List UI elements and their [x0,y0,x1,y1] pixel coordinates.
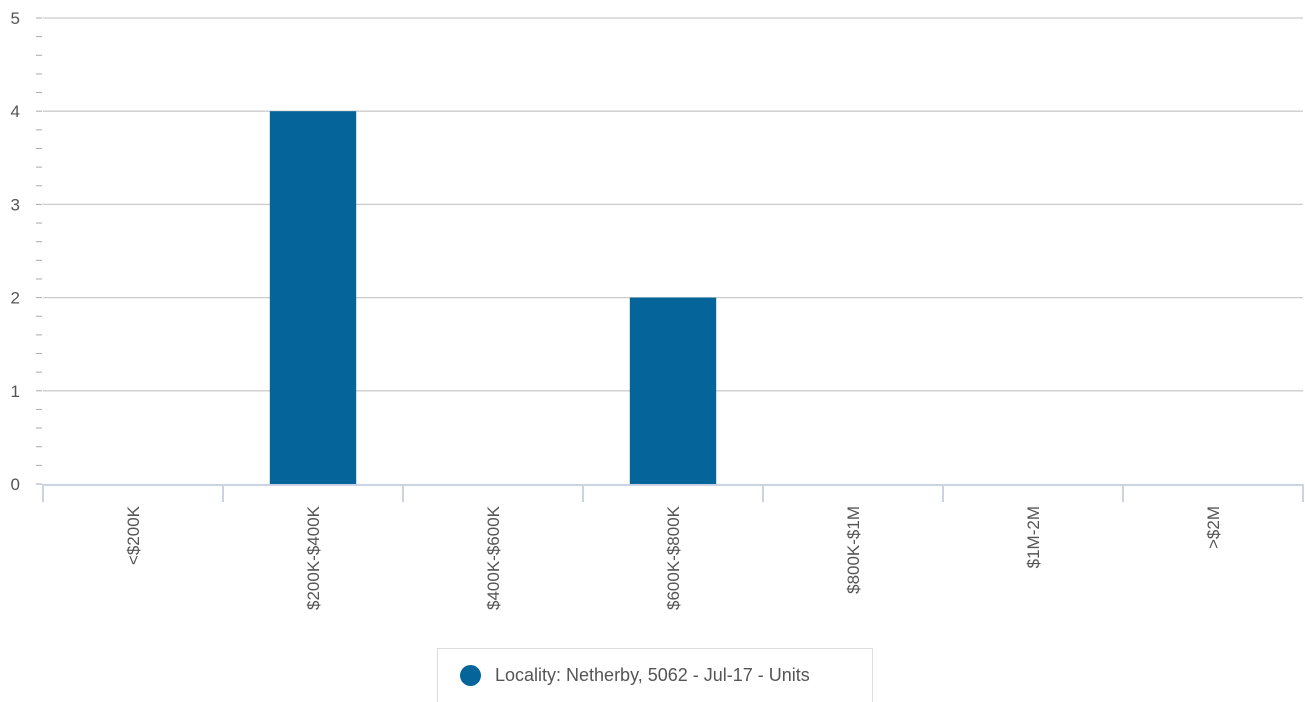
y-tick-label: 5 [11,9,20,28]
x-category-label: $1M-2M [1024,506,1043,568]
bar [629,297,717,484]
y-tick-label: 2 [11,289,20,308]
x-category-label: $400K-$600K [484,505,503,610]
y-tick-label: 0 [11,475,20,494]
legend-swatch [460,665,481,686]
y-axis-tick-labels: 0 1 2 3 4 5 [11,9,20,494]
y-tick-label: 3 [11,195,20,214]
y-tick-label: 1 [11,382,20,401]
legend[interactable]: Locality: Netherby, 5062 - Jul-17 - Unit… [437,648,873,702]
x-category-label: $600K-$800K [664,505,683,610]
x-category-label: >$2M [1204,506,1223,549]
y-axis-minor-ticks [36,17,42,485]
legend-series-label: Locality: Netherby, 5062 - Jul-17 - Unit… [495,665,810,685]
x-category-label: <$200K [124,505,143,565]
x-category-label: $800K-$1M [844,506,863,594]
gridlines [43,17,1303,392]
x-axis [42,484,1304,502]
bar-chart: 0 1 2 3 4 5 <$200K $200K-$400K $400K-$600K $600K… [11,9,1304,610]
bar-series [269,111,717,484]
x-axis-category-labels: <$200K $200K-$400K $400K-$600K $600K-$800K $… [124,505,1223,610]
y-tick-label: 4 [11,102,20,121]
bar [269,111,357,484]
x-category-label: $200K-$400K [304,505,323,610]
